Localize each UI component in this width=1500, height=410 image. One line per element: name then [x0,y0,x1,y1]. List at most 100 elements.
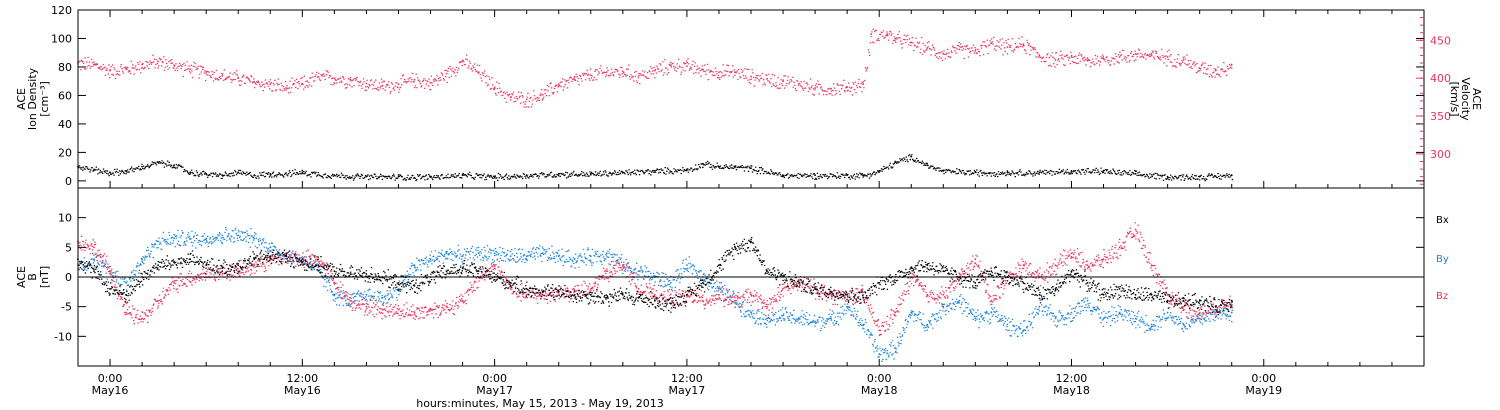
by-point [1166,311,1169,314]
bx-point [1118,288,1121,290]
bx-point [1022,282,1025,284]
density-point [686,168,688,171]
bx-point [637,296,640,299]
bx-point [461,267,464,269]
velocity-point [1070,56,1073,58]
x-tick-date-label: May18 [1053,384,1090,397]
bz-point [926,293,929,296]
by-point [173,237,176,240]
b-tick-label: -10 [54,330,72,343]
by-point [269,246,272,249]
bx-point [93,270,95,272]
bz-point [621,264,624,266]
velocity-point [1166,56,1169,58]
velocity-point [93,63,95,66]
by-point [141,258,144,261]
b-tick-label: 5 [65,241,72,254]
bz-point [381,308,384,311]
velocity-point [1006,46,1009,48]
bx-point [1086,282,1089,284]
velocity-point [654,69,656,72]
velocity-point [301,82,304,85]
bx-point [862,296,865,299]
by-point [509,255,512,258]
velocity-point [1182,59,1185,61]
by-point [1070,311,1073,314]
x-tick-date-label: May16 [92,384,129,397]
bz-point [702,299,704,302]
density-point [974,171,977,174]
bx-point [1102,293,1105,296]
velocity-point [525,98,528,101]
velocity-point [637,75,640,77]
by-point [686,264,688,266]
bz-point [1086,264,1089,266]
bz-point [766,305,768,308]
velocity-point [686,65,688,67]
bz-point [718,293,720,296]
bx-point [525,288,528,290]
density-point [926,164,929,167]
bz-point [157,299,160,302]
by-point [1198,317,1201,320]
density-point [862,174,865,177]
velocity-point [333,77,336,80]
density-point [750,167,752,170]
bx-point [413,285,416,287]
velocity-point [1214,69,1217,72]
bz-point [990,299,993,302]
density-point [525,174,528,177]
bx-point [237,264,240,266]
velocity-point [189,68,192,70]
by-point [878,353,881,355]
by-point [910,311,913,314]
density-point [1006,171,1009,174]
by-point [477,252,480,255]
velocity-point [429,81,432,84]
velocity-point [1086,59,1089,62]
by-point [413,264,416,266]
density-point [814,174,816,177]
by-point [894,347,897,350]
x-axis-label: hours:minutes, May 15, 2013 - May 19, 20… [416,397,664,410]
density-point [461,174,464,177]
velocity-point [830,87,832,90]
by-point [814,320,816,323]
velocity-point [317,75,320,78]
by-point [750,311,752,314]
bz-point [750,293,752,296]
bottom-ylabel-line3: [nT] [38,266,51,288]
velocity-point [990,42,993,45]
by-point [461,255,464,258]
by-point [1102,317,1105,320]
velocity-point [782,80,784,83]
bx-point [910,267,913,269]
bz-point [1054,264,1057,266]
bx-point [365,273,368,275]
bottom-left-axis: -10 -5 0 5 10 [54,212,1424,343]
bx-point [942,270,945,272]
by-point [541,252,544,255]
bx-point [253,258,256,261]
bz-point [1134,228,1137,231]
velocity-point [445,72,448,75]
velocity-point [814,87,816,89]
velocity-point [413,78,416,81]
velocity-point [718,71,720,73]
by-point [862,323,865,326]
by-point [157,240,160,243]
bz-point [1022,264,1025,266]
bx-point [301,261,304,264]
x-tick-time-label: 0:00 [98,372,123,385]
velocity-point [766,78,768,80]
bz-point [1150,264,1153,266]
density-point [333,174,336,177]
by-point [589,255,592,258]
bz-point [429,308,432,311]
density-point [1134,172,1137,175]
bx-point [878,282,881,284]
bx-point [477,270,480,272]
by-point [557,255,560,258]
bx-point [397,282,400,284]
velocity-tick-label: 300 [1430,148,1451,161]
